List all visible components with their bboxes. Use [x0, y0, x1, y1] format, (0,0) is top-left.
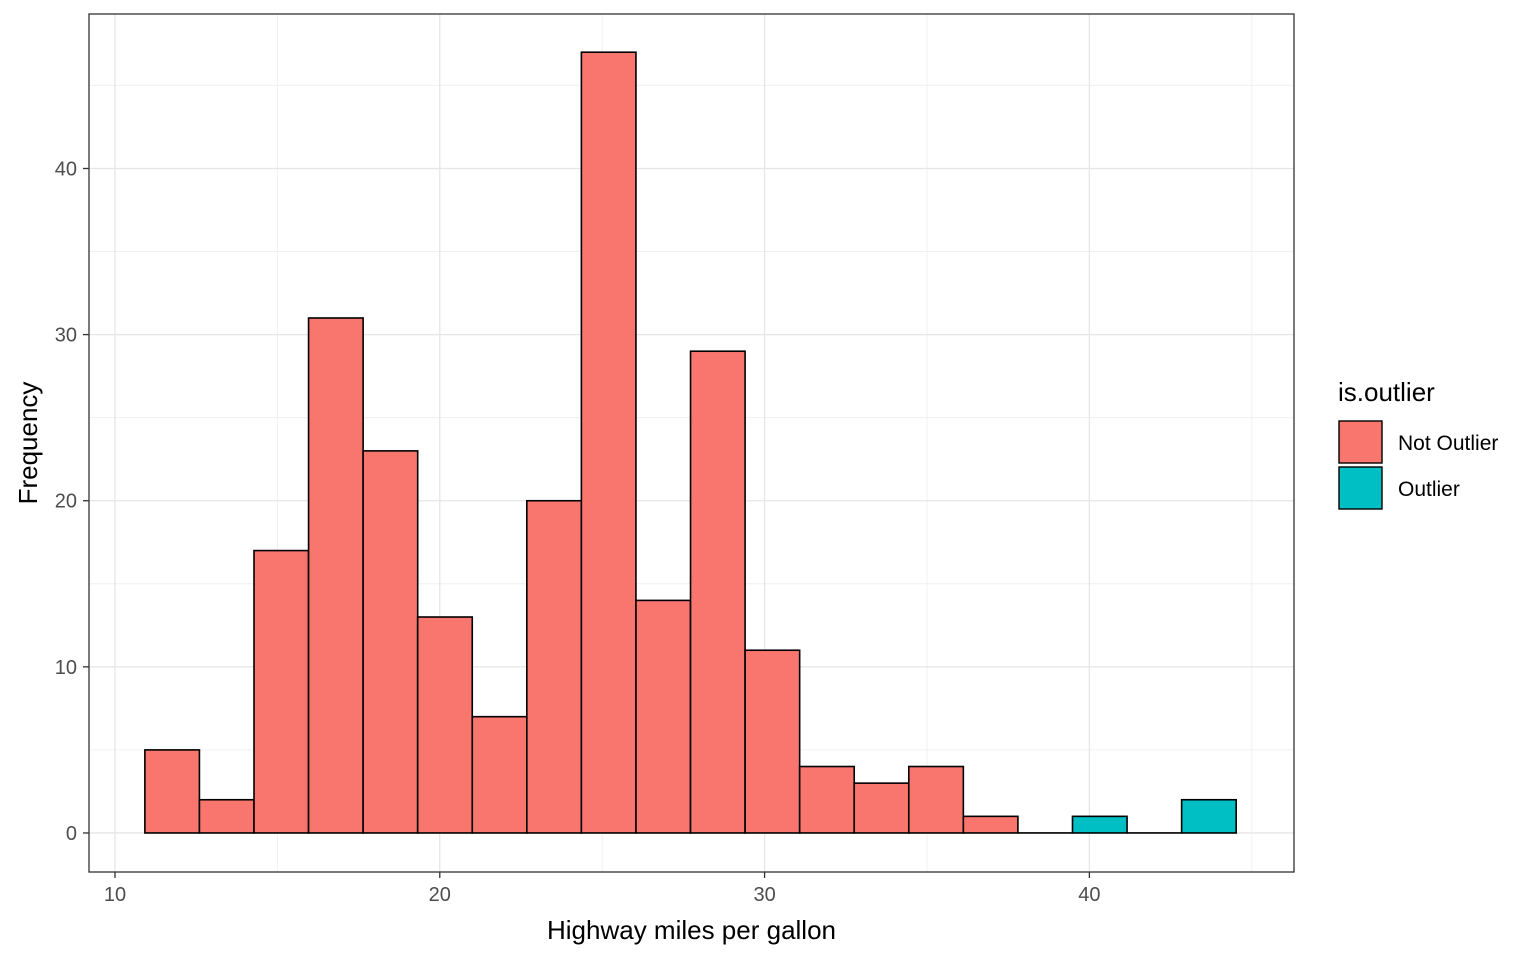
histogram-bar-0 [144, 749, 201, 834]
x-axis-title: Highway miles per gallon [547, 915, 836, 945]
histogram-bar-1 [198, 798, 255, 834]
histogram-bar-11 [744, 649, 801, 834]
histogram-bar-6 [471, 715, 528, 834]
y-tick-label: 0 [66, 823, 77, 845]
histogram-bar-2 [253, 549, 310, 834]
y-tick-label: 20 [55, 491, 77, 513]
histogram-bar-3 [307, 317, 364, 834]
histogram-bar-10 [689, 350, 746, 834]
legend-label-not-outlier: Not Outlier [1398, 432, 1498, 455]
x-tick-label: 20 [429, 884, 451, 906]
y-tick-label: 40 [55, 158, 77, 180]
histogram-bar-7 [526, 499, 583, 834]
histogram-bar-8 [580, 51, 637, 834]
legend-title: is.outlier [1338, 377, 1435, 407]
histogram-bar-5 [416, 616, 474, 834]
x-tick-label: 30 [753, 884, 775, 906]
histogram-bar-15 [962, 815, 1019, 834]
x-tick-label: 40 [1078, 884, 1100, 906]
x-tick-label: 10 [104, 884, 126, 906]
y-axis-title: Frequency [13, 382, 43, 505]
histogram-bar-9 [635, 599, 692, 834]
panel-border [88, 13, 1295, 873]
y-tick-label: 10 [55, 657, 77, 679]
y-tick-label: 30 [55, 325, 77, 347]
histogram-bar-13 [853, 782, 910, 834]
axes: 10 20 30 40 0 10 20 30 40 [55, 158, 1101, 906]
histogram-bars [144, 51, 1237, 834]
histogram-bar-14 [907, 765, 965, 834]
histogram-bar-17 [1071, 815, 1128, 834]
histogram-bar-12 [798, 765, 856, 834]
histogram-bar-4 [362, 450, 419, 834]
legend-key-outlier [1338, 466, 1383, 510]
legend: is.outlier Not Outlier Outlier [1338, 377, 1498, 510]
legend-key-not-outlier [1338, 420, 1383, 464]
legend-label-outlier: Outlier [1398, 478, 1460, 501]
histogram-bar-19 [1180, 798, 1237, 834]
